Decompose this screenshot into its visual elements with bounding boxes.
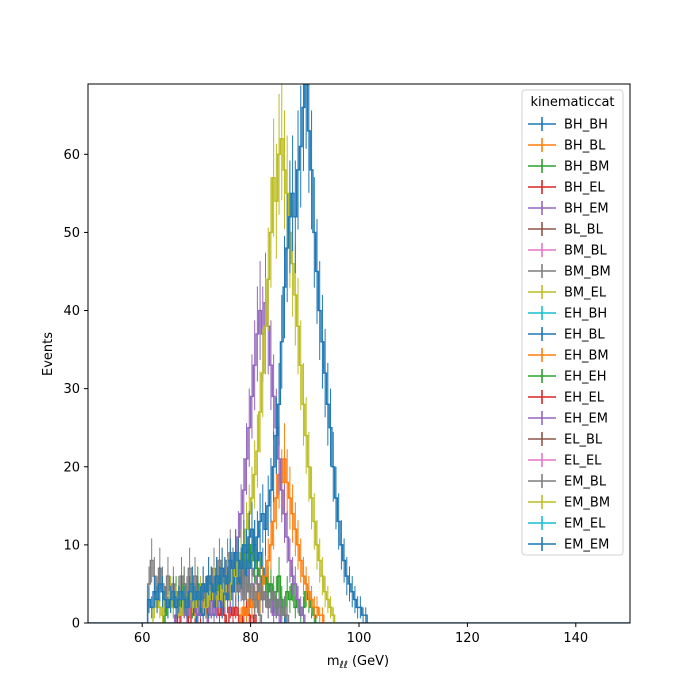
series-em-em — [146, 84, 368, 623]
legend-item-eh-bh: EH_BH — [528, 306, 607, 322]
y-tick-label: 30 — [63, 382, 80, 397]
legend-item-bh-bl: BH_BL — [528, 138, 606, 154]
legend-title: kinematiccat — [530, 95, 614, 110]
legend-item-eh-el: EH_EL — [528, 390, 605, 406]
legend-item-bl-bl: BL_BL — [528, 222, 604, 238]
x-tick-label: 60 — [134, 631, 151, 646]
legend-label: BH_BH — [564, 118, 608, 133]
y-tick-label: 20 — [63, 460, 80, 475]
legend-item-bm-el: BM_EL — [528, 285, 607, 301]
legend-label: EM_BL — [564, 475, 607, 490]
legend-label: EL_BL — [564, 433, 603, 448]
legend-item-bh-em: BH_EM — [528, 201, 609, 217]
legend-label: EM_EL — [564, 517, 606, 532]
series-bh-em — [174, 302, 306, 623]
x-tick-label: 140 — [563, 631, 588, 646]
legend-item-el-el: EL_EL — [528, 453, 602, 469]
x-tick-label: 80 — [242, 631, 259, 646]
legend-label: BL_BL — [564, 223, 604, 238]
legend-item-eh-em: EH_EM — [528, 411, 608, 427]
legend-label: BH_BL — [564, 139, 606, 154]
y-axis: 0 10 20 30 40 50 60 — [63, 148, 88, 632]
legend-item-em-el: EM_EL — [528, 516, 606, 532]
legend-label: EH_BH — [564, 307, 607, 322]
legend-item-bm-bl: BM_BL — [528, 243, 608, 259]
y-tick-label: 10 — [63, 538, 80, 553]
y-tick-label: 0 — [72, 617, 80, 632]
legend-item-bh-bh: BH_BH — [528, 117, 608, 133]
legend-label: EH_EM — [564, 412, 608, 427]
y-tick-label: 50 — [63, 226, 80, 241]
x-axis-label: mℓℓ (GeV) — [327, 654, 389, 671]
legend-label: BM_BL — [564, 244, 608, 259]
legend-label: BH_EM — [564, 202, 609, 217]
legend-label: EM_BM — [564, 496, 610, 511]
y-tick-label: 60 — [63, 148, 80, 163]
x-tick-label: 120 — [455, 631, 480, 646]
x-tick-label: 100 — [347, 631, 372, 646]
legend-item-eh-eh: EH_EH — [528, 369, 606, 385]
legend-label: BM_BM — [564, 265, 611, 280]
legend-label: EH_BL — [564, 328, 605, 343]
legend-label: EH_EL — [564, 391, 605, 406]
legend-label: BH_BM — [564, 160, 609, 175]
legend-label: EM_EM — [564, 538, 609, 553]
legend: kinematiccat BH_BH BH_BL BH_BM BH_EL BH_EM BL_… — [521, 89, 624, 556]
y-tick-label: 40 — [63, 304, 80, 319]
legend-item-eh-bl: EH_BL — [528, 327, 605, 343]
legend-item-bh-bm: BH_BM — [528, 159, 609, 175]
legend-item-eh-bm: EH_BM — [528, 348, 609, 364]
legend-item-bh-el: BH_EL — [528, 180, 605, 196]
legend-label: EH_EH — [564, 370, 606, 385]
legend-item-bm-bm: BM_BM — [528, 264, 611, 280]
x-axis: 60 80 100 120 140 — [134, 623, 588, 646]
legend-item-em-em: EM_EM — [528, 537, 609, 553]
legend-item-em-bl: EM_BL — [528, 474, 607, 490]
legend-item-em-bm: EM_BM — [528, 495, 610, 511]
y-axis-label: Events — [41, 332, 56, 376]
histogram-series-layer — [88, 84, 630, 623]
legend-item-el-bl: EL_BL — [528, 432, 603, 448]
legend-label: EH_BM — [564, 349, 609, 364]
legend-label: EL_EL — [564, 454, 602, 469]
legend-label: BM_EL — [564, 286, 607, 301]
legend-label: BH_EL — [564, 181, 605, 196]
